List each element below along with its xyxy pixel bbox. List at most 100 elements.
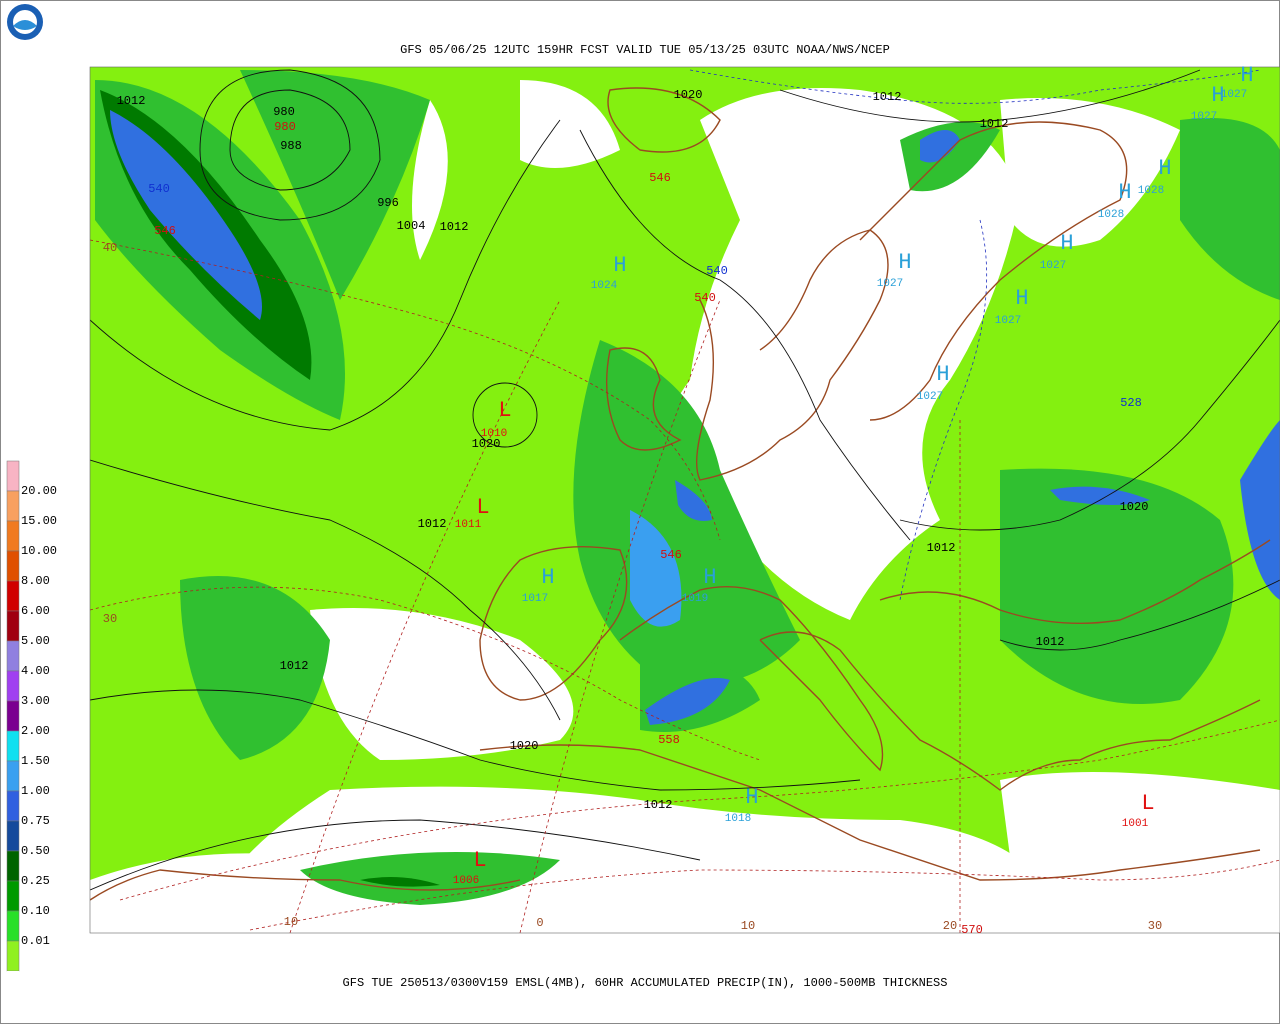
legend-swatch [6, 700, 20, 732]
pressure-center-symbol: H [936, 362, 949, 387]
thickness-label: 528 [1120, 396, 1142, 410]
isobar-label: 1012 [927, 541, 956, 555]
latitude-label: 40 [103, 241, 117, 255]
legend-label: 8.00 [21, 574, 50, 588]
legend-label: 0.50 [21, 844, 50, 858]
legend-label: 2.00 [21, 724, 50, 738]
thickness-label: 980 [274, 120, 296, 134]
legend-swatch [7, 971, 19, 972]
legend-label: 0.25 [21, 874, 50, 888]
pressure-center-value: 1027 [1040, 260, 1066, 272]
isobar-label: 1012 [440, 220, 469, 234]
isobar-label: 1020 [510, 739, 539, 753]
isobar-label: 1012 [980, 117, 1009, 131]
thickness-label: 540 [706, 264, 728, 278]
legend-swatch [6, 760, 20, 792]
legend-swatch [6, 580, 20, 612]
pressure-center-symbol: H [1158, 156, 1171, 181]
legend-label: 0.10 [21, 904, 50, 918]
latitude-label: 10 [284, 915, 298, 929]
pressure-center-symbol: H [1211, 83, 1224, 108]
pressure-center-symbol: H [1060, 231, 1073, 256]
legend-label: 10.00 [21, 544, 57, 558]
isobar-label: 1012 [1036, 635, 1065, 649]
pressure-center-symbol: H [745, 785, 758, 810]
pressure-center-symbol: H [898, 250, 911, 275]
pressure-center-value: 1027 [877, 278, 903, 290]
legend-label: 3.00 [21, 694, 50, 708]
isobar-label: 1012 [644, 798, 673, 812]
legend-swatch [6, 850, 20, 882]
isobar-label: 996 [377, 196, 399, 210]
pressure-center-value: 1019 [682, 593, 708, 605]
pressure-center-value: 1010 [481, 428, 507, 440]
pressure-center-value: 1027 [995, 315, 1021, 327]
legend-label: 0.01 [21, 934, 50, 948]
isobar-label: 1020 [674, 88, 703, 102]
precip-legend: 20.00 15.00 10.00 8.00 6.00 5.00 4.00 3.00 2.00 1… [6, 460, 57, 972]
thickness-label: 546 [154, 224, 176, 238]
isobar-label: 980 [273, 105, 295, 119]
pressure-center-value: 1028 [1138, 185, 1164, 197]
pressure-center-symbol: L [498, 398, 511, 423]
legend-swatch [6, 940, 20, 972]
pressure-center-value: 1027 [1191, 111, 1217, 123]
pressure-center-value: 1006 [453, 875, 479, 887]
legend-label: 0.75 [21, 814, 50, 828]
isobar-label: 1012 [873, 90, 902, 104]
legend-swatch [6, 880, 20, 912]
latitude-label: 20 [943, 919, 957, 933]
pressure-center-symbol: H [1015, 286, 1028, 311]
legend-swatch [6, 730, 20, 762]
isobar-label: 1012 [280, 659, 309, 673]
pressure-center-symbol: H [703, 565, 716, 590]
pressure-center-symbol: H [1118, 180, 1131, 205]
pressure-center-value: 1024 [591, 280, 618, 292]
thickness-label: 570 [961, 923, 983, 937]
pressure-center-symbol: H [1240, 63, 1253, 88]
pressure-center-value: 1011 [455, 519, 482, 531]
legend-swatch [6, 520, 20, 552]
pressure-center-symbol: L [1141, 791, 1154, 816]
legend-label: 5.00 [21, 634, 50, 648]
legend-swatch [6, 640, 20, 672]
isobar-label: 1020 [1120, 500, 1149, 514]
legend-swatch [6, 610, 20, 642]
pressure-center-value: 1017 [522, 593, 548, 605]
pressure-center-value: 1027 [917, 391, 943, 403]
isobar-label: 1020 [472, 437, 501, 451]
thickness-label: 558 [658, 733, 680, 747]
isobar-label: 1004 [397, 219, 426, 233]
legend-label: 15.00 [21, 514, 57, 528]
thickness-label: 546 [649, 171, 671, 185]
pressure-center-value: 1028 [1098, 209, 1124, 221]
map-caption: GFS TUE 250513/0300V159 EMSL(4MB), 60HR … [343, 976, 948, 990]
legend-label: 1.00 [21, 784, 50, 798]
legend-swatch [6, 460, 20, 492]
legend-swatch [6, 670, 20, 702]
legend-swatch [6, 490, 20, 522]
pressure-center-value: 1018 [725, 813, 751, 825]
legend-label: 4.00 [21, 664, 50, 678]
pressure-center-value: 1027 [1221, 89, 1247, 101]
map: L1010L1011L1006L1001H1024H1017H1019H1018… [89, 63, 1280, 937]
latitude-label: 0 [536, 916, 543, 930]
latitude-label: 10 [741, 919, 755, 933]
isobar-label: 1012 [117, 94, 146, 108]
pressure-center-value: 1001 [1122, 818, 1149, 830]
latitude-label: 30 [103, 612, 117, 626]
legend-swatch [6, 550, 20, 582]
pressure-center-symbol: L [473, 848, 486, 873]
legend-swatch [6, 790, 20, 822]
isobar-label: 988 [280, 139, 302, 153]
legend-swatch [6, 820, 20, 852]
latitude-label: 30 [1148, 919, 1162, 933]
legend-swatch [6, 910, 20, 942]
thickness-label: 540 [148, 182, 170, 196]
legend-label: 6.00 [21, 604, 50, 618]
legend-label: 1.50 [21, 754, 50, 768]
thickness-label: 540 [694, 291, 716, 305]
noaa-logo [7, 4, 43, 40]
isobar-label: 1012 [418, 517, 447, 531]
pressure-center-symbol: H [541, 565, 554, 590]
